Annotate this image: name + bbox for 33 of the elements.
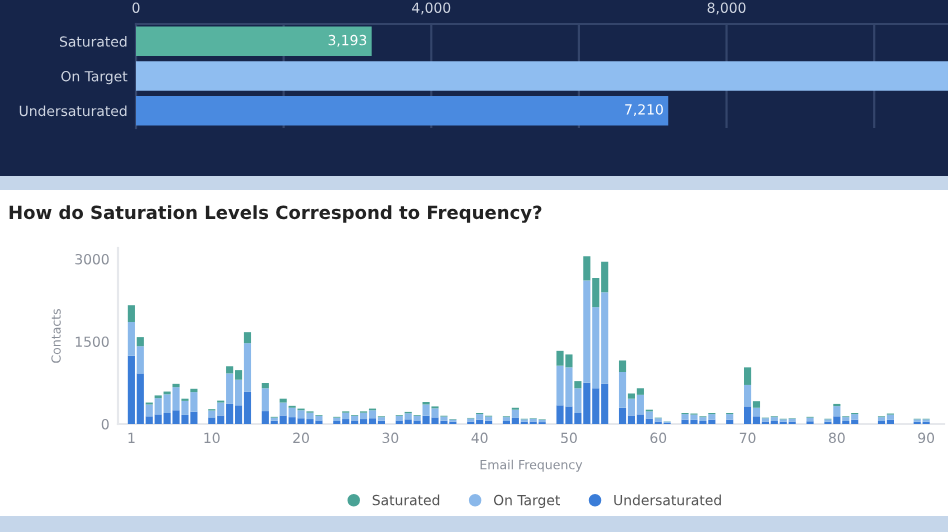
bar [743,384,752,407]
bar [618,372,627,408]
chart-title: How do Saturation Levels Correspond to Frequency? [9,205,542,223]
bar [136,95,669,126]
bar [574,381,582,389]
bar [636,388,644,395]
bar [583,280,591,383]
bar [743,406,752,424]
bar [127,305,135,322]
bar [627,393,636,399]
bar [431,408,439,418]
bar [136,26,372,57]
bar [618,407,627,424]
bar [627,415,636,424]
bar [511,409,519,418]
bar [243,332,252,344]
bar [368,418,377,424]
bar [752,407,761,417]
bar [136,61,948,91]
bar [261,383,269,389]
bar [368,410,377,419]
bar [752,401,761,408]
bar [261,388,269,412]
bar [833,406,841,417]
bar [226,366,234,374]
bar [886,414,894,420]
bar [726,414,734,420]
bar [743,367,752,385]
bar [243,391,252,424]
bar [618,360,627,373]
bar [208,417,216,424]
bar [234,370,243,380]
bar [136,337,144,347]
